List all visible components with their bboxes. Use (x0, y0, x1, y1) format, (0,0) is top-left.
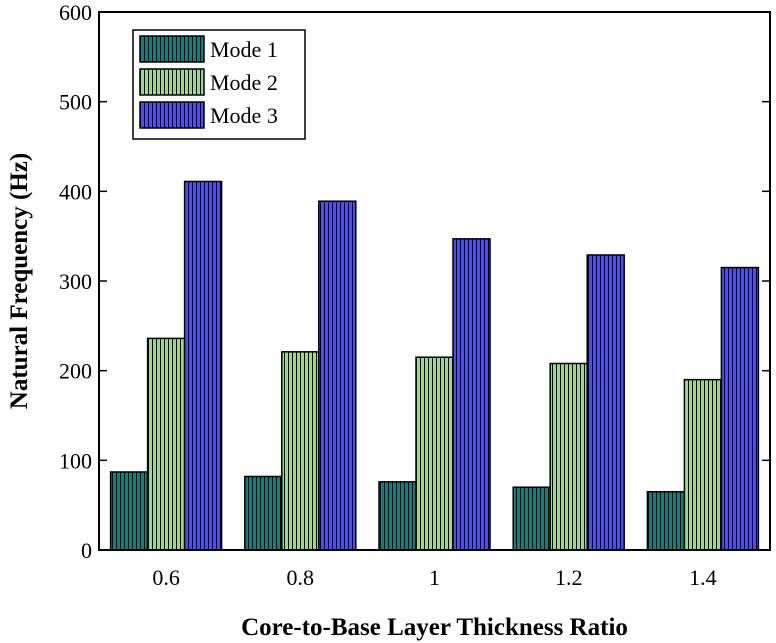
y-tick-label: 0 (81, 538, 92, 563)
y-tick-label: 500 (59, 90, 92, 115)
bar-mode-1-1 (378, 481, 417, 551)
x-tick-label: 1.4 (689, 565, 717, 590)
bar-mode-3-0_8 (318, 200, 357, 551)
bars-layer (109, 180, 760, 551)
y-axis: 0 100 200 300 400 500 600 (59, 0, 770, 563)
x-axis: 0.6 0.8 1 1.2 1.4 (152, 565, 716, 590)
bar-mode-2-1_2 (549, 362, 588, 551)
y-tick-label: 100 (59, 448, 92, 473)
legend-swatch-mode-1 (139, 35, 205, 63)
y-axis-title: Natural Frequency (Hz) (6, 153, 33, 409)
legend-label: Mode 1 (210, 37, 278, 62)
y-tick-label: 200 (59, 359, 92, 384)
legend: Mode 1 Mode 2 Mode 3 (132, 29, 306, 140)
bar-mode-1-0_8 (244, 475, 283, 551)
x-tick-label: 1.2 (555, 565, 583, 590)
y-tick-label: 400 (59, 179, 92, 204)
legend-label: Mode 3 (210, 103, 278, 128)
bar-mode-1-1_2 (512, 486, 551, 551)
bar-mode-2-0_8 (281, 351, 320, 551)
y-tick-label: 600 (59, 0, 92, 25)
x-tick-label: 0.6 (152, 565, 180, 590)
bar-mode-3-0_6 (183, 180, 223, 551)
bar-mode-1-0_6 (109, 471, 149, 551)
legend-label: Mode 2 (210, 70, 278, 95)
bar-mode-3-1 (452, 238, 491, 551)
legend-swatch-mode-2 (139, 68, 205, 96)
bar-mode-1-1_4 (646, 490, 686, 551)
x-tick-label: 1 (429, 565, 440, 590)
bar-mode-3-1_4 (720, 266, 760, 551)
y-tick-label: 300 (59, 269, 92, 294)
legend-swatch-mode-3 (139, 101, 205, 129)
bar-mode-3-1_2 (586, 254, 625, 551)
x-axis-title: Core-to-Base Layer Thickness Ratio (241, 614, 628, 641)
bar-mode-2-1_4 (683, 378, 723, 551)
bar-mode-2-1 (415, 356, 454, 551)
x-tick-label: 0.8 (287, 565, 315, 590)
bar-mode-2-0_6 (146, 337, 186, 551)
